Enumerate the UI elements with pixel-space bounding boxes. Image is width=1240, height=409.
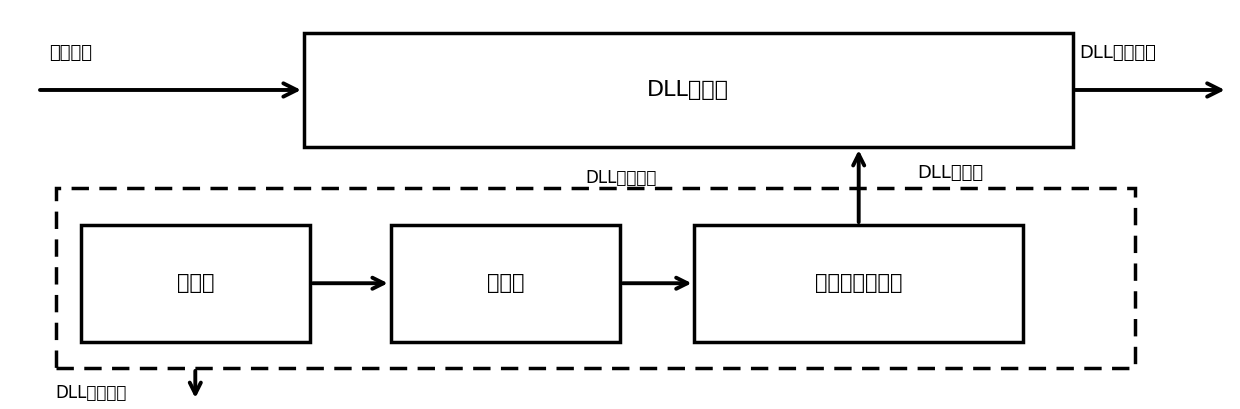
Text: 地址移位控制器: 地址移位控制器 <box>815 273 903 293</box>
Text: DLL控制信号: DLL控制信号 <box>585 169 657 187</box>
Bar <box>304 33 1073 147</box>
Text: DLL控制器: DLL控制器 <box>918 164 983 182</box>
Text: 状态机: 状态机 <box>176 273 215 293</box>
Bar <box>694 225 1023 342</box>
Text: DLL输出时钟: DLL输出时钟 <box>1079 44 1156 62</box>
Text: 滤波器: 滤波器 <box>486 273 525 293</box>
Text: 输入时钟: 输入时钟 <box>50 44 93 62</box>
Bar <box>56 188 1135 368</box>
Bar <box>81 225 310 342</box>
Bar <box>391 225 620 342</box>
Text: DLL鉴相信号: DLL鉴相信号 <box>56 384 128 402</box>
Text: DLL延迟链: DLL延迟链 <box>647 80 729 100</box>
